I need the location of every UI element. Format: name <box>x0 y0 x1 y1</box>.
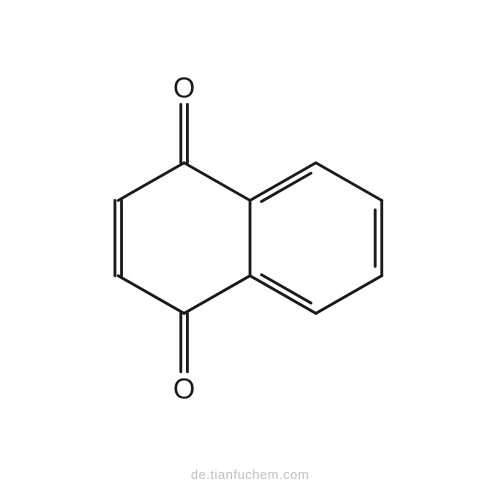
molecule-structure: OO <box>90 48 410 453</box>
image-canvas: OO de.tianfuchem.com <box>0 0 500 500</box>
watermark-text: de.tianfuchem.com <box>191 467 309 482</box>
structure-svg: OO <box>90 48 410 448</box>
svg-text:O: O <box>173 373 195 405</box>
svg-text:O: O <box>173 72 195 104</box>
